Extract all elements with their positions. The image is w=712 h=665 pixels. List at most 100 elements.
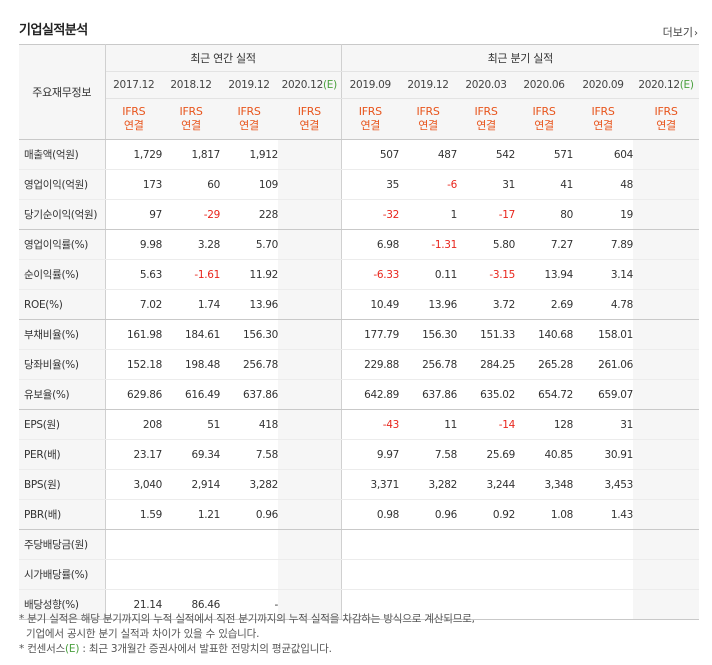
value-cell: 151.33 bbox=[457, 319, 515, 350]
accounting-basis-header: IFRS 연결 bbox=[633, 98, 700, 140]
footnote-1-cont: 기업에서 공시한 분기 실적과 차이가 있을 수 있습니다. bbox=[26, 628, 260, 640]
estimate-mark: (E) bbox=[679, 79, 694, 91]
value-cell: 3,282 bbox=[399, 469, 457, 500]
value-cell bbox=[633, 589, 700, 620]
value-cell bbox=[633, 559, 700, 590]
value-cell: 5.80 bbox=[457, 229, 515, 260]
value-cell bbox=[633, 139, 700, 170]
value-cell bbox=[633, 199, 700, 230]
value-cell bbox=[278, 379, 342, 410]
value-cell: 1,912 bbox=[220, 139, 278, 170]
table-row: 매출액(억원) 1,729 1,817 1,912 507 487 542 571 604 bbox=[19, 139, 700, 170]
value-cell bbox=[341, 589, 400, 620]
value-cell bbox=[278, 499, 342, 530]
value-cell bbox=[633, 469, 700, 500]
row-label: BPS(원) bbox=[19, 469, 106, 500]
table-row: 영업이익률(%) 9.98 3.28 5.70 6.98 -1.31 5.80 7.27 7.8… bbox=[19, 229, 700, 260]
value-cell: 2,914 bbox=[162, 469, 220, 500]
value-cell bbox=[278, 409, 342, 440]
financial-summary-table: 주요재무정보 최근 연간 실적 최근 분기 실적 2017.12 2018.12 2… bbox=[19, 44, 700, 620]
value-cell: 152.18 bbox=[105, 349, 162, 380]
value-cell: 3.28 bbox=[162, 229, 220, 260]
accounting-basis-header: IFRS 연결 bbox=[457, 98, 516, 140]
value-cell bbox=[341, 529, 400, 560]
value-cell bbox=[278, 289, 342, 320]
value-cell bbox=[105, 529, 162, 560]
value-cell: 21.14 bbox=[105, 589, 162, 620]
accounting-basis-header: IFRS 연결 bbox=[573, 98, 634, 140]
value-cell bbox=[220, 559, 278, 590]
footnote-2: * 컨센서스(E) : 최근 3개월간 증권사에서 발표한 전망치의 평균값입니… bbox=[19, 643, 332, 655]
value-cell bbox=[162, 559, 220, 590]
value-cell: -3.15 bbox=[457, 259, 515, 290]
value-cell bbox=[399, 589, 458, 620]
accounting-basis-header: IFRS 연결 bbox=[341, 98, 400, 140]
value-cell: 80 bbox=[515, 199, 573, 230]
row-label: 매출액(억원) bbox=[19, 139, 106, 170]
value-cell: 41 bbox=[515, 169, 573, 200]
value-cell: -1.31 bbox=[399, 229, 457, 260]
accounting-basis-header: IFRS 연결 bbox=[399, 98, 458, 140]
value-cell: 5.63 bbox=[105, 259, 162, 290]
table-row: EPS(원) 208 51 418 -43 11 -14 128 31 bbox=[19, 409, 700, 440]
estimate-mark: (E) bbox=[322, 79, 337, 91]
period-header: 2020.03 bbox=[457, 71, 516, 99]
value-cell bbox=[457, 559, 516, 590]
value-cell: 69.34 bbox=[162, 439, 220, 470]
value-cell: 7.58 bbox=[399, 439, 457, 470]
value-cell: 30.91 bbox=[573, 439, 633, 470]
value-cell: 51 bbox=[162, 409, 220, 440]
row-label: 시가배당률(%) bbox=[19, 559, 106, 590]
table-row: 시가배당률(%) bbox=[19, 559, 700, 590]
period-header: 2020.09 bbox=[573, 71, 634, 99]
value-cell: 3,040 bbox=[105, 469, 162, 500]
table-row: ROE(%) 7.02 1.74 13.96 10.49 13.96 3.72 2.69 4.7… bbox=[19, 289, 700, 320]
value-cell bbox=[278, 439, 342, 470]
value-cell bbox=[515, 589, 574, 620]
value-cell: -1.61 bbox=[162, 259, 220, 290]
value-cell: 507 bbox=[341, 139, 399, 170]
row-label: 당기순이익(억원) bbox=[19, 199, 106, 230]
value-cell: 571 bbox=[515, 139, 573, 170]
value-cell: 7.02 bbox=[105, 289, 162, 320]
chevron-right-icon: › bbox=[694, 28, 698, 39]
value-cell: 616.49 bbox=[162, 379, 220, 410]
value-cell: 0.96 bbox=[220, 499, 278, 530]
table-row: 영업이익(억원) 173 60 109 35 -6 31 41 48 bbox=[19, 169, 700, 200]
value-cell: 418 bbox=[220, 409, 278, 440]
table-row: PER(배) 23.17 69.34 7.58 9.97 7.58 25.69 40.85 30… bbox=[19, 439, 700, 470]
value-cell bbox=[105, 559, 162, 590]
row-label: 주당배당금(원) bbox=[19, 529, 106, 560]
accounting-basis-header: IFRS 연결 bbox=[105, 98, 162, 140]
value-cell: 7.27 bbox=[515, 229, 573, 260]
value-cell: 5.70 bbox=[220, 229, 278, 260]
table-row: 주당배당금(원) bbox=[19, 529, 700, 560]
row-label: ROE(%) bbox=[19, 289, 106, 320]
value-cell bbox=[515, 559, 574, 590]
row-label: 부채비율(%) bbox=[19, 319, 106, 350]
row-label: PER(배) bbox=[19, 439, 106, 470]
value-cell: 1.43 bbox=[573, 499, 633, 530]
row-label: 배당성향(%) bbox=[19, 589, 106, 620]
more-link[interactable]: 더보기› bbox=[663, 24, 698, 40]
value-cell bbox=[633, 499, 700, 530]
value-cell bbox=[278, 349, 342, 380]
value-cell: 6.98 bbox=[341, 229, 399, 260]
accounting-basis-header: IFRS 연결 bbox=[278, 98, 342, 140]
value-cell: 140.68 bbox=[515, 319, 573, 350]
value-cell bbox=[162, 529, 220, 560]
period-header: 2020.06 bbox=[515, 71, 574, 99]
value-cell: -14 bbox=[457, 409, 515, 440]
value-cell: 0.96 bbox=[399, 499, 457, 530]
value-cell bbox=[399, 529, 458, 560]
value-cell bbox=[633, 229, 700, 260]
value-cell bbox=[515, 529, 574, 560]
value-cell: 13.96 bbox=[220, 289, 278, 320]
value-cell: 3,244 bbox=[457, 469, 515, 500]
value-cell: 1.59 bbox=[105, 499, 162, 530]
value-cell: 13.96 bbox=[399, 289, 457, 320]
value-cell bbox=[633, 349, 700, 380]
value-cell bbox=[399, 559, 458, 590]
table-row: 유보율(%) 629.86 616.49 637.86 642.89 637.86 635.… bbox=[19, 379, 700, 410]
value-cell bbox=[278, 139, 342, 170]
